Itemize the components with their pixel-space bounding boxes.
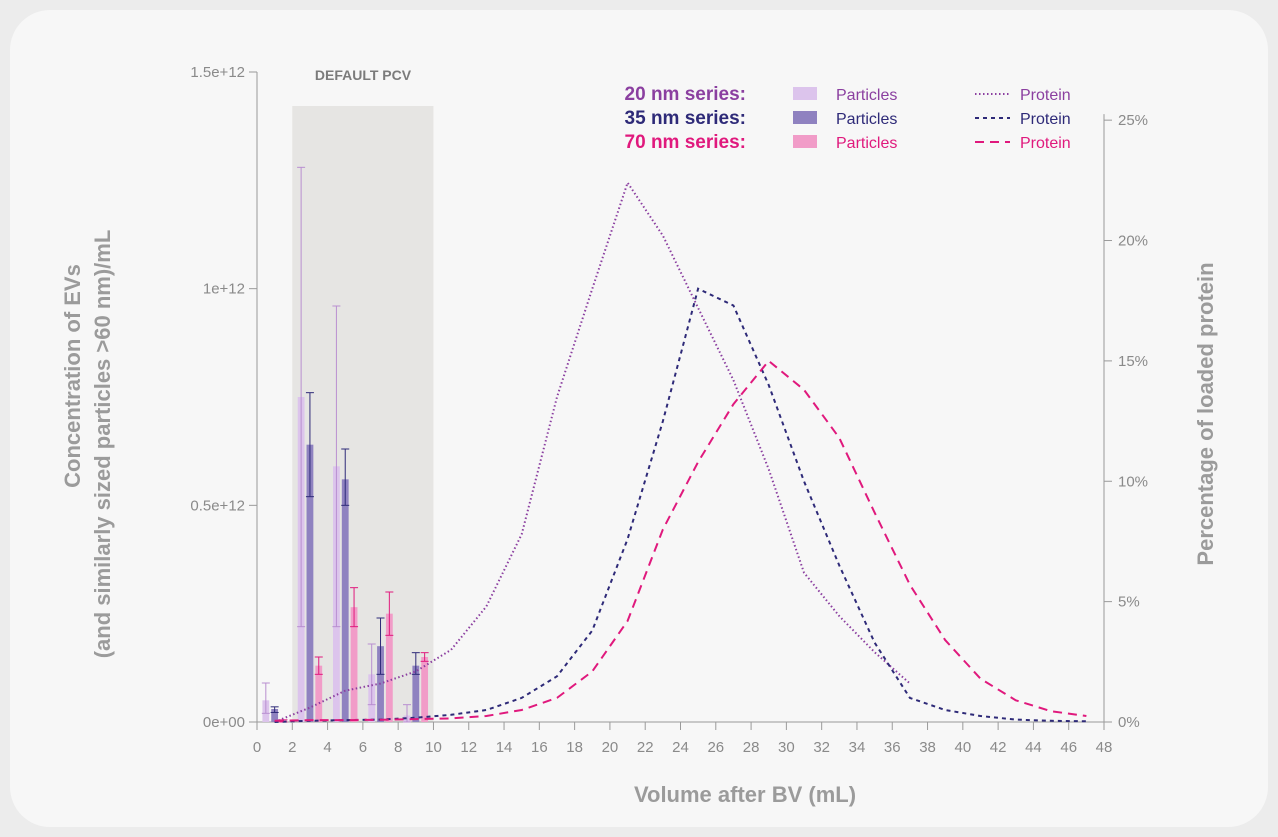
legend-series-label: 20 nm series: <box>625 84 746 105</box>
default-pcv-band-layer <box>292 106 433 722</box>
y-right-tick-label: 20% <box>1118 233 1148 250</box>
legend-particles-label: Particles <box>836 87 897 104</box>
y-left-tick-label: 0.5e+12 <box>190 497 245 514</box>
y-left-tick-label: 1.5e+12 <box>190 64 245 81</box>
legend-particles-swatch <box>793 135 817 148</box>
y-axis-left-title-line1: Concentration of EVs <box>60 264 85 488</box>
x-tick-label: 48 <box>1096 739 1113 756</box>
y-right-tick-label: 25% <box>1118 112 1148 129</box>
legend-particles-swatch <box>793 87 817 100</box>
legend-series-label: 70 nm series: <box>625 132 746 153</box>
x-tick-label: 22 <box>637 739 654 756</box>
x-tick-label: 26 <box>707 739 724 756</box>
legend-particles-label: Particles <box>836 111 897 128</box>
x-tick-label: 30 <box>778 739 795 756</box>
legend-protein-label: Protein <box>1020 87 1071 104</box>
legend-protein-label: Protein <box>1020 135 1071 152</box>
x-tick-label: 28 <box>743 739 760 756</box>
x-tick-label: 42 <box>990 739 1007 756</box>
x-tick-label: 0 <box>253 739 261 756</box>
y-right-tick-label: 15% <box>1118 353 1148 370</box>
x-tick-label: 4 <box>323 739 331 756</box>
x-tick-label: 32 <box>813 739 830 756</box>
legend-particles-swatch <box>793 111 817 124</box>
x-tick-label: 16 <box>531 739 548 756</box>
y-left-tick-label: 1e+12 <box>203 281 245 298</box>
default-pcv-band <box>292 106 433 722</box>
x-tick-label: 36 <box>884 739 901 756</box>
x-axis-title: Volume after BV (mL) <box>634 782 856 807</box>
legend-particles-label: Particles <box>836 135 897 152</box>
x-tick-label: 10 <box>425 739 442 756</box>
x-tick-label: 2 <box>288 739 296 756</box>
x-tick-label: 38 <box>919 739 936 756</box>
y-right-tick-label: 10% <box>1118 473 1148 490</box>
x-tick-label: 44 <box>1025 739 1042 756</box>
x-tick-label: 6 <box>359 739 367 756</box>
x-tick-label: 34 <box>849 739 866 756</box>
legend: 20 nm series: Particles Protein 35 nm serie… <box>625 84 1071 153</box>
default-pcv-label: DEFAULT PCV <box>315 67 412 83</box>
x-tick-label: 40 <box>954 739 971 756</box>
x-tick-label: 20 <box>602 739 619 756</box>
x-tick-label: 18 <box>566 739 583 756</box>
x-tick-label: 14 <box>496 739 513 756</box>
y-right-tick-label: 0% <box>1118 714 1140 731</box>
legend-series-label: 35 nm series: <box>625 108 746 129</box>
x-tick-label: 24 <box>672 739 689 756</box>
x-tick-label: 46 <box>1060 739 1077 756</box>
particle-bar <box>342 479 349 722</box>
y-left-tick-label: 0e+00 <box>203 714 245 731</box>
legend-protein-label: Protein <box>1020 111 1071 128</box>
x-tick-label: 12 <box>460 739 477 756</box>
x-tick-label: 8 <box>394 739 402 756</box>
y-axis-left-title-line2: (and similarly sized particles >60 nm)/m… <box>90 230 115 659</box>
y-right-tick-label: 5% <box>1118 594 1140 611</box>
y-axis-right-title: Percentage of loaded protein <box>1193 262 1218 565</box>
